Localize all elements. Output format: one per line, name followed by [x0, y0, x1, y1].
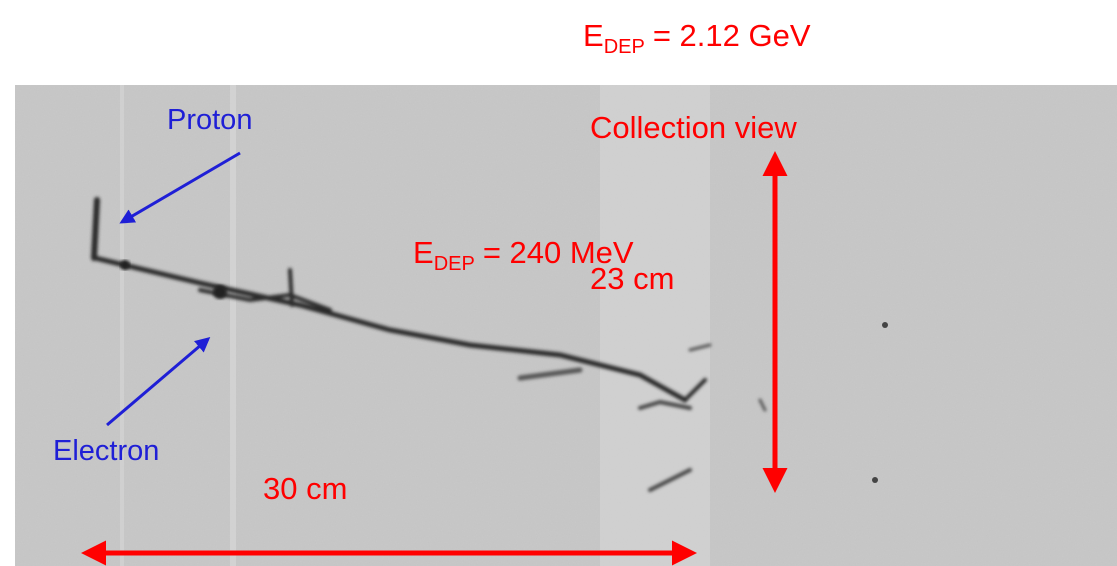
- event-display: [0, 0, 1117, 566]
- detector-image: [15, 85, 1117, 566]
- total-energy-label: EDEP = 2.12 GeV: [583, 20, 811, 57]
- width-label: 30 cm: [263, 473, 347, 504]
- subscript: DEP: [604, 36, 645, 58]
- subscript: DEP: [434, 253, 475, 275]
- value: = 2.12 GeV: [653, 18, 811, 53]
- symbol: E: [583, 18, 604, 53]
- proton-label: Proton: [167, 106, 252, 135]
- height-label: 23 cm: [590, 263, 674, 294]
- symbol: E: [413, 235, 434, 270]
- figure: EDEP= 2.12 GeV Proton Collection view ED…: [0, 0, 1117, 566]
- view-label: Collection view: [590, 112, 797, 143]
- electron-label: Electron: [53, 437, 159, 466]
